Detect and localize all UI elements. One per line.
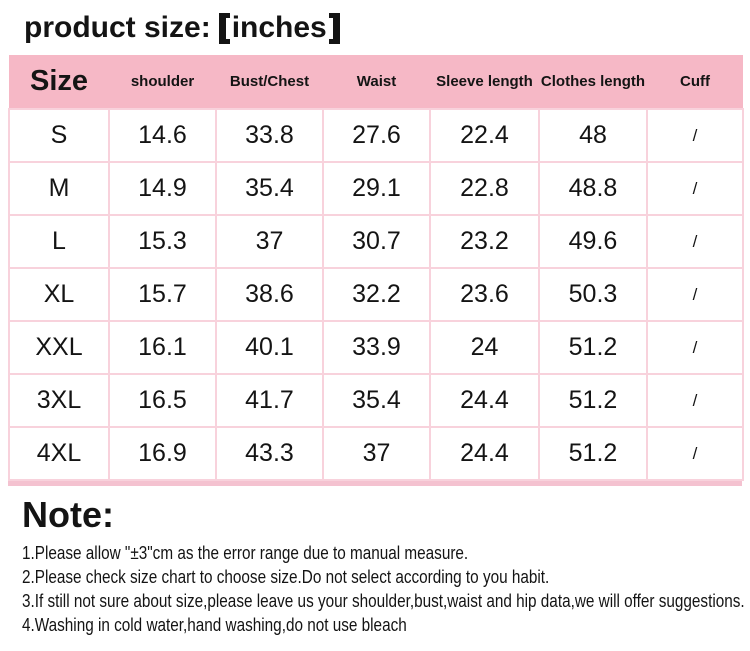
measurement-cell: 43.3 bbox=[215, 426, 324, 481]
table-row: XXL 16.1 40.1 33.9 24 51.2/ bbox=[8, 320, 744, 375]
measurement-cell: 35.4 bbox=[215, 161, 324, 216]
table-row: 3XL 16.5 41.7 35.4 24.4 51.2/ bbox=[8, 373, 744, 428]
measurement-cell: / bbox=[646, 426, 744, 481]
measurement-cell: 48.8 bbox=[538, 161, 648, 216]
measurement-cell: 15.7 bbox=[108, 267, 217, 322]
size-table: Size shoulder Bust/Chest Waist Sleeve length… bbox=[8, 55, 744, 481]
measurement-cell: 40.1 bbox=[215, 320, 324, 375]
measurement-cell: / bbox=[646, 161, 744, 216]
table-bottom-strip bbox=[8, 481, 742, 486]
column-header-shoulder: shoulder bbox=[109, 55, 216, 109]
note-line: 1.Please allow "±3"cm as the error range… bbox=[22, 543, 469, 563]
measurement-cell: 23.6 bbox=[429, 267, 540, 322]
note-line: 3.If still not sure about size,please le… bbox=[22, 591, 745, 611]
measurement-cell: 30.7 bbox=[322, 214, 431, 269]
measurement-cell: / bbox=[646, 320, 744, 375]
right-lenticular-bracket-icon bbox=[328, 12, 340, 44]
measurement-cell: / bbox=[646, 267, 744, 322]
measurement-cell: 24.4 bbox=[429, 426, 540, 481]
measurement-cell: / bbox=[646, 108, 744, 163]
table-row: S 14.6 33.8 27.6 22.4 48/ bbox=[8, 108, 744, 163]
measurement-cell: 16.9 bbox=[108, 426, 217, 481]
size-label-cell: XXL bbox=[8, 320, 110, 375]
table-header-row: Size shoulder Bust/Chest Waist Sleeve length… bbox=[9, 55, 743, 109]
measurement-cell: 29.1 bbox=[322, 161, 431, 216]
column-header-size: Size bbox=[9, 55, 109, 109]
measurement-cell: / bbox=[646, 373, 744, 428]
column-header-sleeve-length: Sleeve length bbox=[430, 55, 539, 109]
table-row: L 15.3 37 30.7 23.2 49.6/ bbox=[8, 214, 744, 269]
size-label-cell: S bbox=[8, 108, 110, 163]
size-chart-page: product size: inches Size shoulder Bust/Ch… bbox=[0, 7, 750, 637]
note-line: 4.Washing in cold water,hand washing,do … bbox=[22, 615, 407, 635]
measurement-cell: 14.9 bbox=[108, 161, 217, 216]
measurement-cell: 24.4 bbox=[429, 373, 540, 428]
measurement-cell: 51.2 bbox=[538, 320, 648, 375]
measurement-cell: 49.6 bbox=[538, 214, 648, 269]
note-heading: Note: bbox=[22, 494, 114, 535]
measurement-cell: 32.2 bbox=[322, 267, 431, 322]
size-label-cell: XL bbox=[8, 267, 110, 322]
size-label-cell: M bbox=[8, 161, 110, 216]
column-header-clothes-length: Clothes length bbox=[539, 55, 647, 109]
measurement-cell: 22.4 bbox=[429, 108, 540, 163]
measurement-cell: 15.3 bbox=[108, 214, 217, 269]
measurement-cell: 48 bbox=[538, 108, 648, 163]
column-header-waist: Waist bbox=[323, 55, 430, 109]
measurement-cell: 24 bbox=[429, 320, 540, 375]
left-lenticular-bracket-icon bbox=[218, 12, 230, 44]
measurement-cell: / bbox=[646, 214, 744, 269]
size-label-cell: 4XL bbox=[8, 426, 110, 481]
size-label-cell: 3XL bbox=[8, 373, 110, 428]
measurement-cell: 37 bbox=[322, 426, 431, 481]
page-title: product size: inches bbox=[24, 7, 750, 49]
measurement-cell: 14.6 bbox=[108, 108, 217, 163]
size-table-body: S 14.6 33.8 27.6 22.4 48/M 14.9 35.4 29.1 22.8 48.… bbox=[8, 108, 744, 481]
measurement-cell: 27.6 bbox=[322, 108, 431, 163]
measurement-cell: 22.8 bbox=[429, 161, 540, 216]
measurement-cell: 23.2 bbox=[429, 214, 540, 269]
measurement-cell: 41.7 bbox=[215, 373, 324, 428]
measurement-cell: 16.1 bbox=[108, 320, 217, 375]
measurement-cell: 16.5 bbox=[108, 373, 217, 428]
column-header-cuff: Cuff bbox=[647, 55, 743, 109]
size-label-cell: L bbox=[8, 214, 110, 269]
measurement-cell: 50.3 bbox=[538, 267, 648, 322]
table-row: XL 15.7 38.6 32.2 23.6 50.3/ bbox=[8, 267, 744, 322]
measurement-cell: 38.6 bbox=[215, 267, 324, 322]
column-header-bust-chest: Bust/Chest bbox=[216, 55, 323, 109]
measurement-cell: 35.4 bbox=[322, 373, 431, 428]
table-row: 4XL 16.9 43.3 37 24.4 51.2/ bbox=[8, 426, 744, 481]
title-text: product size: bbox=[24, 11, 211, 44]
table-row: M 14.9 35.4 29.1 22.8 48.8/ bbox=[8, 161, 744, 216]
measurement-cell: 37 bbox=[215, 214, 324, 269]
measurement-cell: 33.9 bbox=[322, 320, 431, 375]
note-line: 2.Please check size chart to choose size… bbox=[22, 567, 550, 587]
measurement-cell: 51.2 bbox=[538, 426, 648, 481]
note-list: 1.Please allow "±3"cm as the error range… bbox=[22, 541, 745, 637]
measurement-cell: 33.8 bbox=[215, 108, 324, 163]
measurement-cell: 51.2 bbox=[538, 373, 648, 428]
title-unit: inches bbox=[231, 11, 327, 44]
